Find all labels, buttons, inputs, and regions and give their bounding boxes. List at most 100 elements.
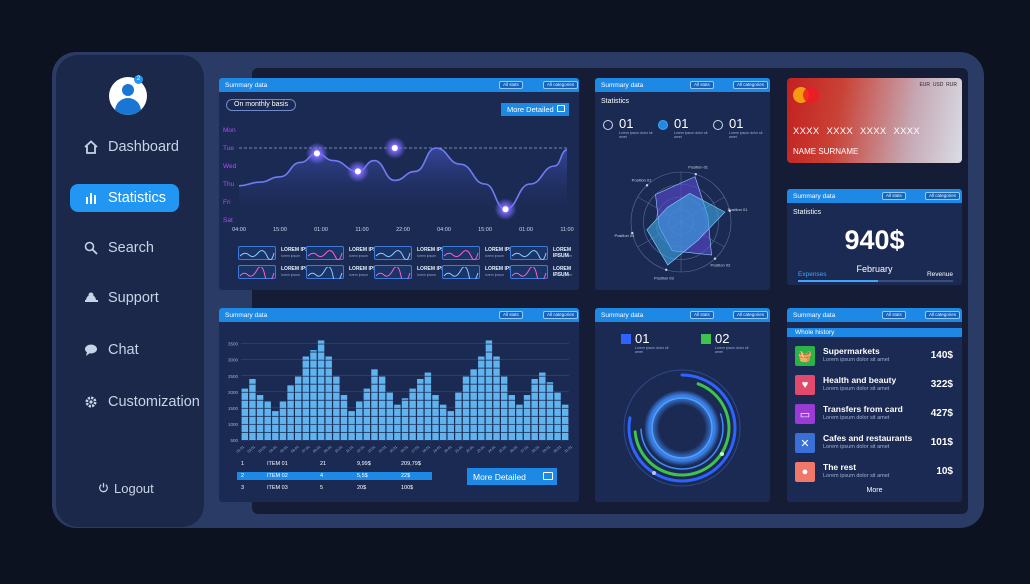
bar-segment <box>310 350 317 352</box>
more-detailed-button[interactable]: More Detailed <box>467 468 557 485</box>
bar-segment <box>333 424 340 432</box>
legend-thumbnail[interactable] <box>306 246 344 261</box>
bar-segment <box>447 416 454 424</box>
panel-header: Summary data All stats All categories <box>595 308 770 322</box>
history-amount: 10$ <box>936 466 953 477</box>
panel-header: Summary data All stats All categories <box>219 78 579 92</box>
bar <box>371 369 378 440</box>
sidebar-item-statistics[interactable]: Statistics <box>70 184 179 212</box>
category-filter[interactable]: All categories <box>925 192 961 200</box>
stats-filter[interactable]: All stats <box>882 311 906 319</box>
bar-segment <box>378 432 386 440</box>
stats-filter[interactable]: All stats <box>499 81 523 89</box>
bar-segment <box>272 432 279 440</box>
table-row[interactable]: 2 ITEM 02 4 5,5$ 22$ <box>237 472 432 480</box>
bar-segment <box>462 392 470 400</box>
bar-segment <box>493 424 500 432</box>
bar-segment <box>302 432 310 440</box>
bar-segment <box>264 401 271 408</box>
stat-radio[interactable] <box>603 120 613 130</box>
bar-segment <box>485 424 493 432</box>
currency-eur[interactable]: EUR <box>919 82 931 88</box>
table-row[interactable]: 3 ITEM 03 5 20$ 100$ <box>237 484 432 492</box>
legend-thumbnail[interactable] <box>510 246 548 261</box>
sparkline-icon <box>443 266 479 284</box>
bar-segment <box>462 424 470 432</box>
bar-segment <box>294 400 302 408</box>
x-tick-label: 14.01 <box>378 445 387 454</box>
bar-segment <box>279 401 287 408</box>
sidebar-item-dashboard[interactable]: Dashboard <box>70 133 179 161</box>
stats-filter[interactable]: All stats <box>499 311 523 319</box>
history-item[interactable]: ● The rest Lorem ipsum dolor sit amet 10$ <box>795 460 953 484</box>
bar-segment <box>478 392 485 400</box>
sidebar-item-search[interactable]: Search <box>70 234 179 262</box>
x-tick-label: 15.01 <box>389 445 398 454</box>
bar <box>561 404 569 440</box>
bar-segment <box>394 416 401 424</box>
legend-sublabel: lorem ipsum <box>417 273 437 277</box>
bar-segment <box>531 384 538 392</box>
category-filter[interactable]: All categories <box>543 311 579 319</box>
bar-segment <box>363 388 371 392</box>
legend-thumbnail[interactable] <box>510 265 548 284</box>
history-item[interactable]: 🧺 Supermarkets Lorem ipsum dolor sit amet 1… <box>795 344 953 368</box>
legend-thumbnail[interactable] <box>442 246 480 261</box>
table-cell-n: 1 <box>241 461 245 467</box>
more-detailed-button[interactable]: More Detailed <box>501 103 569 116</box>
period-badge[interactable]: On monthly basis <box>226 99 297 111</box>
sidebar-item-customization[interactable]: Customization <box>70 388 200 416</box>
stat-radio[interactable] <box>658 120 668 130</box>
legend-thumbnail[interactable] <box>374 246 412 261</box>
glow-core <box>644 390 720 466</box>
table-row[interactable]: 1 ITEM 01 21 9,99$ 209,79$ <box>237 460 432 468</box>
bar-segment <box>439 416 447 424</box>
stats-filter[interactable]: All stats <box>690 311 714 319</box>
legend-thumbnail[interactable] <box>306 265 344 284</box>
more-link[interactable]: More <box>866 487 883 494</box>
legend-thumbnail[interactable] <box>238 265 276 284</box>
logout-button[interactable]: Logout <box>98 481 154 496</box>
legend-thumbnail[interactable] <box>374 265 412 284</box>
category-filter[interactable]: All categories <box>925 311 961 319</box>
history-item[interactable]: ▭ Transfers from card Lorem ipsum dolor si… <box>795 402 953 426</box>
legend-label: LOREM IPSUM <box>417 247 453 253</box>
bar-segment <box>493 384 500 392</box>
bar-segment <box>485 432 493 440</box>
bar-segment <box>554 400 561 408</box>
bar-segment <box>561 424 569 432</box>
bar-segment <box>310 392 317 400</box>
bar-segment <box>302 368 310 376</box>
category-filter[interactable]: All categories <box>543 81 579 89</box>
bar-segment <box>310 432 317 440</box>
sparkline-icon <box>239 266 275 284</box>
avatar[interactable] <box>109 77 147 115</box>
bar-segment <box>462 408 470 416</box>
bar-segment <box>409 424 416 432</box>
stat-radio[interactable] <box>713 120 723 130</box>
bar-segment <box>294 376 302 384</box>
tab-expenses[interactable]: Expenses <box>798 271 827 278</box>
history-item[interactable]: ✕ Cafes and restaurants Lorem ipsum dolor … <box>795 431 953 455</box>
line-chart-panel: Summary data All stats All categories On… <box>219 78 579 290</box>
bar-segment <box>478 400 485 408</box>
history-item[interactable]: ♥ Health and beauty Lorem ipsum dolor sit … <box>795 373 953 397</box>
currency-rur[interactable]: RUR <box>946 82 957 88</box>
sidebar-item-chat[interactable]: Chat <box>70 336 179 364</box>
bar-segment <box>386 416 393 424</box>
currency-usd[interactable]: USD <box>932 82 944 88</box>
sidebar-item-support[interactable]: Support <box>70 284 179 312</box>
category-filter[interactable]: All categories <box>733 81 769 89</box>
bar-segment <box>356 424 363 432</box>
stats-filter[interactable]: All stats <box>882 192 906 200</box>
sparkline-icon <box>375 250 411 261</box>
legend-thumbnail[interactable] <box>442 265 480 284</box>
tab-revenue[interactable]: Revenue <box>926 271 953 278</box>
category-filter[interactable]: All categories <box>733 311 769 319</box>
credit-card[interactable]: EUR USD RUR XXXX XXXX XXXX XXXX NAME SUR… <box>787 78 962 163</box>
bar-segment <box>561 416 569 424</box>
card-holder: NAME SURNAME <box>793 147 859 156</box>
x-tick-label: 31.01 <box>564 445 573 454</box>
legend-thumbnail[interactable] <box>238 246 276 261</box>
stats-filter[interactable]: All stats <box>690 81 714 89</box>
